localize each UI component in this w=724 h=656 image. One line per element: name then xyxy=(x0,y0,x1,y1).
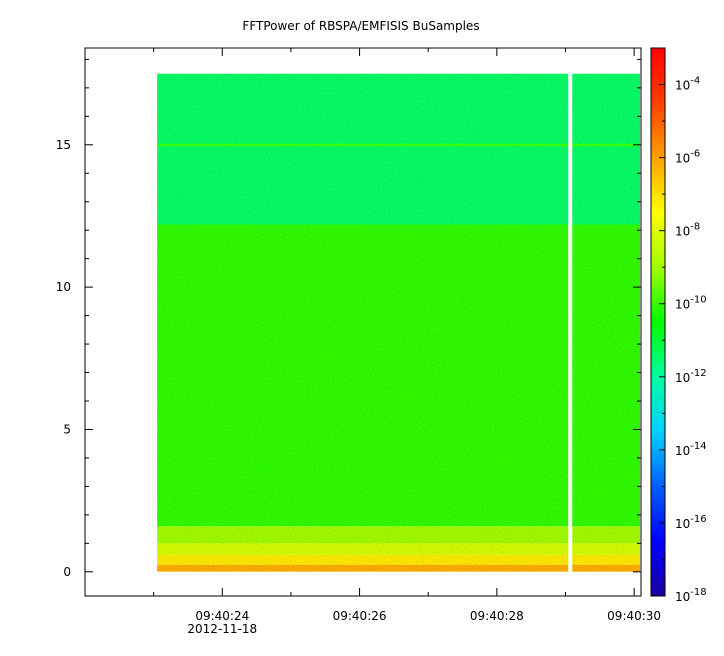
colorbar-axis: 10-18 10-16 10-14 10-12 10-10 10-8 10-6 10-4 xyxy=(659,47,707,604)
y-axis: 0 5 10 15 xyxy=(56,58,641,579)
colorbar-tick-label: 10-8 xyxy=(675,222,700,239)
y-tick-label: 10 xyxy=(56,280,71,294)
x-tick-label: 09:40:26 xyxy=(333,609,387,623)
y-tick-label: 0 xyxy=(63,565,71,579)
colorbar xyxy=(650,47,666,597)
colorbar-tick-label: 10-12 xyxy=(675,368,707,385)
x-tick-label: 09:40:24 xyxy=(195,609,249,623)
colorbar-tick-label: 10-10 xyxy=(675,295,707,312)
spectral-line xyxy=(157,143,640,147)
y-tick-label: 5 xyxy=(63,422,71,436)
x-date-label: 2012-11-18 xyxy=(187,622,257,636)
spectrogram-texture-2 xyxy=(157,73,640,572)
colorbar-tick-label: 10-4 xyxy=(675,76,700,93)
plot-frame xyxy=(84,47,642,597)
colorbar-tick-label: 10-14 xyxy=(675,441,707,458)
x-axis: 09:40:24 09:40:26 09:40:28 09:40:30 xyxy=(153,48,661,623)
x-tick-label: 09:40:30 xyxy=(607,609,661,623)
colorbar-tick-label: 10-18 xyxy=(675,587,707,604)
data-gap xyxy=(568,73,573,572)
x-tick-label: 09:40:28 xyxy=(470,609,524,623)
colorbar-tick-label: 10-6 xyxy=(675,149,700,166)
y-tick-label: 15 xyxy=(56,138,71,152)
spectrogram-image xyxy=(157,73,640,572)
colorbar-tick-label: 10-16 xyxy=(675,514,707,531)
chart-title: FFTPower of RBSPA/EMFISIS BuSamples xyxy=(242,19,479,33)
